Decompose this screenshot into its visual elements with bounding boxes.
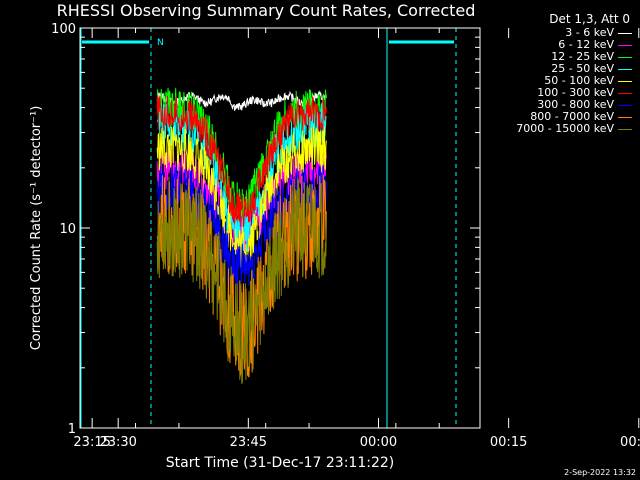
saa-flag-label: N [157,38,164,48]
chart-title: RHESSI Observing Summary Count Rates, Co… [57,1,476,20]
legend-entry: 7000 - 15000 keV [482,123,638,135]
legend-entry: 100 - 300 keV [482,87,638,99]
legend-entry: 800 - 7000 keV [482,111,638,123]
legend-entry-label: 3 - 6 keV [565,26,614,39]
y-tick-label: 100 [51,22,76,37]
x-tick-label: 00:00 [360,435,397,450]
legend-entry-swatch [618,104,632,106]
legend-entry-swatch [618,32,632,34]
legend-entry-swatch [618,68,632,70]
legend-entry-label: 100 - 300 keV [537,86,614,99]
legend-title: Det 1,3, Att 0 [549,12,630,26]
x-tick-label: 23:45 [230,435,267,450]
date-stamp: 2-Sep-2022 13:32 [564,468,636,477]
series-lines [156,87,327,385]
x-axis-label: Start Time (31-Dec-17 23:11:22) [166,455,394,471]
legend-entry-label: 12 - 25 keV [551,50,614,63]
x-tick-label: 00:30 [620,435,640,450]
series-line-9 [156,176,327,385]
x-tick-label: 00:15 [490,435,527,450]
legend-entry-swatch [618,56,632,58]
legend-entry-swatch [618,44,632,46]
legend: Det 1,3, Att 0 3 - 6 keV 6 - 12 keV 12 - 2… [482,12,638,135]
y-tick-label: 1 [68,422,76,437]
legend-entry-swatch [618,116,632,118]
legend-entry-swatch [618,128,632,130]
x-tick-label: 23:30 [99,435,136,450]
legend-entry-label: 300 - 800 keV [537,98,614,111]
legend-entry: 25 - 50 keV [482,63,638,75]
series-line-6 [156,95,327,228]
legend-entry-swatch [618,92,632,94]
legend-entry-label: 6 - 12 keV [558,38,614,51]
legend-entry: 300 - 800 keV [482,99,638,111]
series-line-8 [156,174,327,383]
legend-entry-label: 7000 - 15000 keV [516,122,614,135]
x-tick-label: 23:15 [73,435,110,450]
y-tick-label: 10 [59,222,76,237]
legend-entry-label: 800 - 7000 keV [530,110,614,123]
legend-entry: 50 - 100 keV [482,75,638,87]
y-axis: 1 10 100 [51,22,480,437]
y-axis-label: Corrected Count Rate (s⁻¹ detector⁻¹) [29,106,44,351]
legend-entry-swatch [618,80,632,82]
legend-entry: 3 - 6 keV [482,27,638,39]
legend-entry-label: 25 - 50 keV [551,62,614,75]
legend-entry-label: 50 - 100 keV [544,74,614,87]
legend-entry: 12 - 25 keV [482,51,638,63]
legend-entry: 6 - 12 keV [482,39,638,51]
